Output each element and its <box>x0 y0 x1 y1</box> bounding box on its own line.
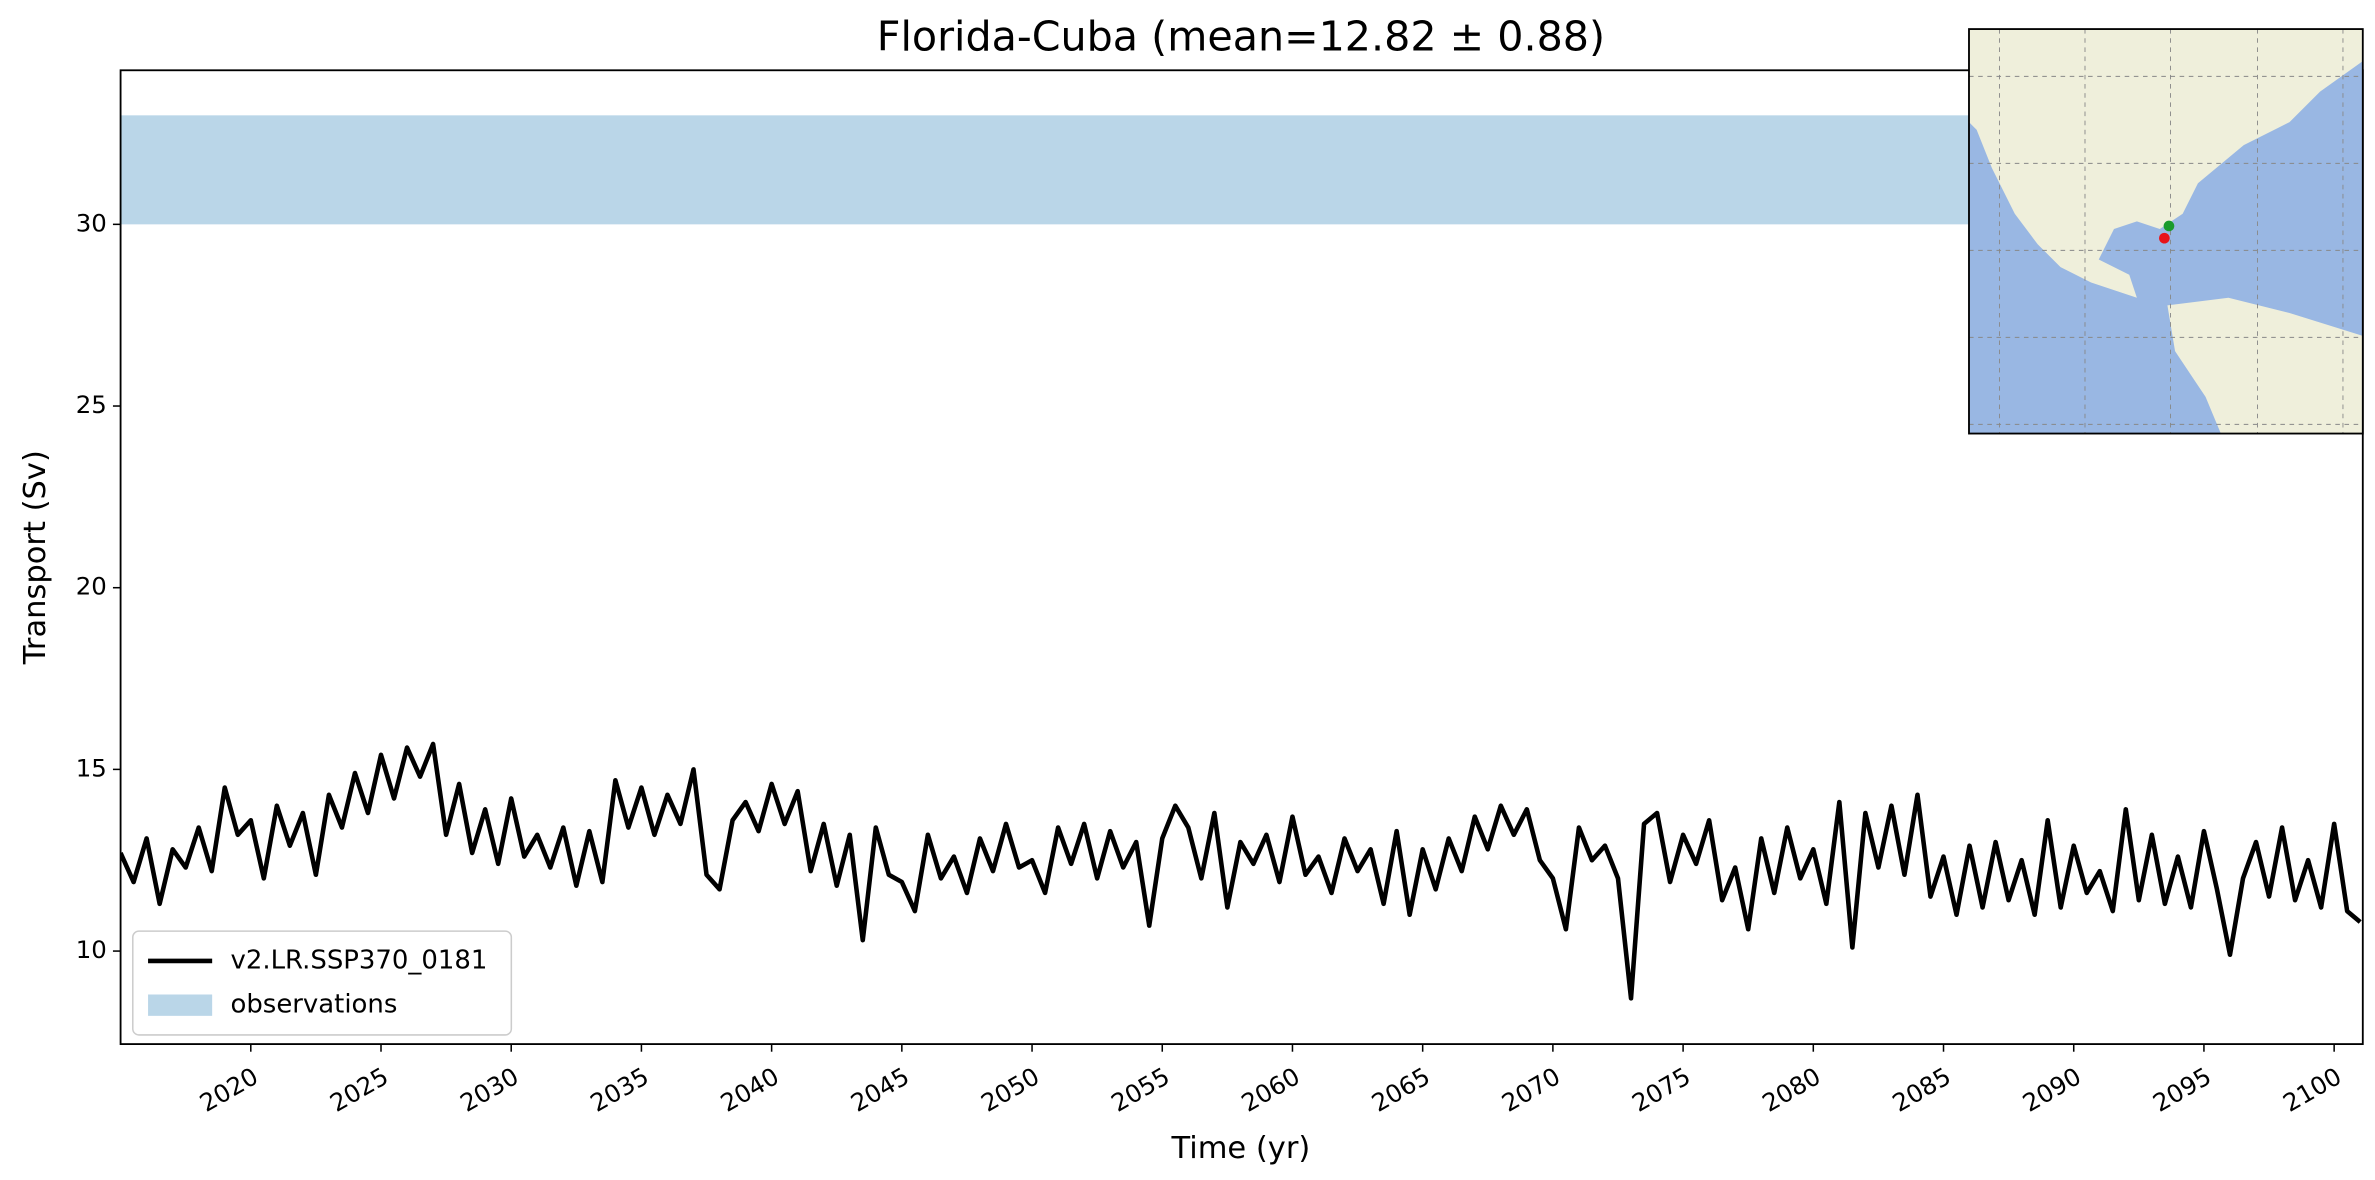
map-point <box>2163 220 2175 232</box>
y-axis-label: Transport (Sv) <box>18 450 53 665</box>
y-tick-label: 10 <box>76 935 107 964</box>
axes-frame <box>119 69 2364 1046</box>
y-tick-label: 20 <box>76 572 107 601</box>
legend-label: observations <box>230 990 397 1020</box>
legend-box <box>132 930 513 1036</box>
map-point <box>2159 232 2170 244</box>
land <box>2289 29 2351 62</box>
y-tick-label: 25 <box>76 390 107 419</box>
y-tick-label: 30 <box>76 208 107 237</box>
legend-label: v2.LR.SSP370_0181 <box>230 945 487 975</box>
map-frame <box>1968 28 2364 435</box>
chart-title: Florida-Cuba (mean=12.82 ± 0.88) <box>877 13 1605 61</box>
x-axis-label: Time (yr) <box>1171 1131 1311 1166</box>
y-tick-label: 15 <box>76 753 107 782</box>
series-line <box>120 741 2362 1001</box>
legend-swatch <box>148 994 213 1016</box>
legend: v2.LR.SSP370_0181 observations <box>132 930 513 1036</box>
land <box>2167 297 2363 434</box>
map-inset <box>1968 28 2364 435</box>
